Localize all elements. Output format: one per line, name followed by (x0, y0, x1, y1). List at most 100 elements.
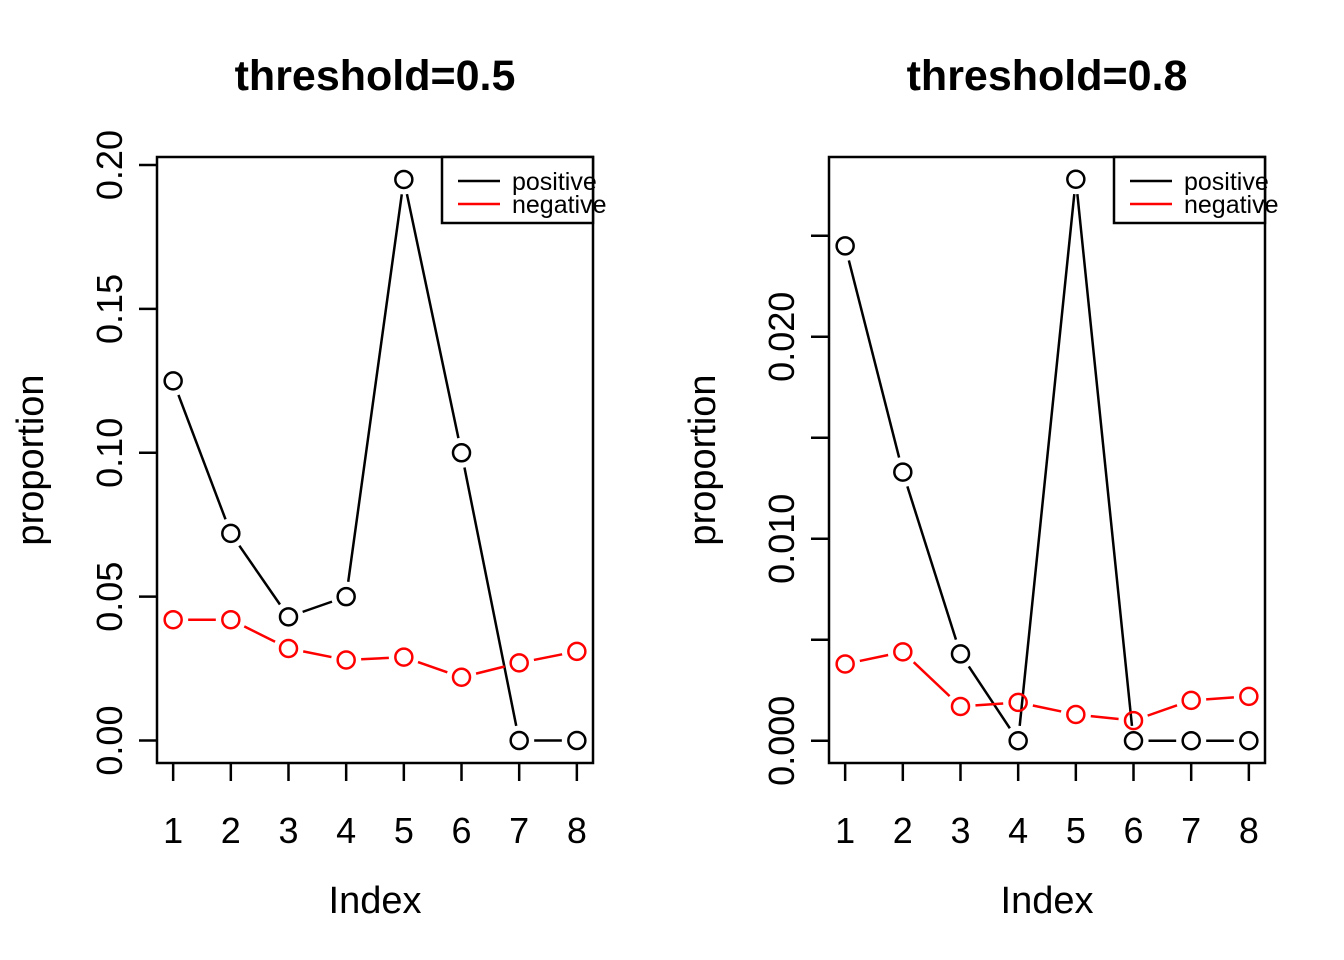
x-tick-label: 6 (451, 810, 471, 851)
line-segment (346, 194, 404, 582)
data-point-marker (893, 642, 913, 662)
y-axis-label: proportion (10, 374, 52, 545)
y-tick-label: 0.020 (761, 292, 802, 382)
legend-entry-label: negative (512, 191, 607, 219)
data-point-marker (394, 169, 414, 190)
data-point-marker (509, 730, 529, 751)
x-tick-label: 4 (336, 810, 356, 851)
plot-box (155, 155, 595, 765)
line-segment (533, 653, 563, 662)
line-segment (302, 650, 332, 659)
line-segment (243, 625, 276, 643)
x-axis-label: Index (329, 880, 422, 922)
x-tick-label: 6 (1123, 810, 1143, 851)
line-segment (912, 661, 951, 698)
line-segment (906, 486, 958, 641)
line-segment (1076, 194, 1134, 726)
x-tick-label: 7 (1181, 810, 1201, 851)
series-negative (163, 609, 587, 688)
line-segment (1206, 696, 1234, 701)
chart-panel-threshold-05: 1 2 3 4 5 6 7 8 0.00 0.05 0.10 0.15 0.20 proportion In… (10, 52, 607, 922)
data-point-marker (451, 667, 472, 688)
y-tick-label: 0.15 (89, 274, 130, 344)
data-point-marker (336, 650, 356, 670)
data-point-marker (893, 462, 913, 482)
y-tick-label: 0.010 (761, 494, 802, 584)
x-tick-label: 1 (835, 810, 855, 851)
data-point-marker (163, 371, 183, 391)
legend-entry-label: positive (512, 168, 597, 196)
data-point-marker (567, 730, 587, 751)
data-point-marker (509, 653, 529, 673)
data-point-marker (1181, 731, 1201, 751)
data-point-marker (950, 644, 971, 664)
x-tick-label: 3 (950, 810, 970, 851)
data-point-marker (1239, 686, 1259, 707)
x-tick-label: 7 (509, 810, 529, 851)
y-tick-label: 0.000 (761, 696, 802, 786)
line-segment (859, 653, 889, 663)
data-point-marker (950, 696, 971, 717)
data-point-marker (278, 607, 299, 627)
line-segment (967, 665, 1011, 729)
x-tick-label: 4 (1008, 810, 1028, 851)
line-segment (463, 467, 518, 727)
line-segment (417, 660, 448, 674)
data-point-marker (163, 609, 183, 630)
plot-box (827, 155, 1267, 765)
data-point-marker (221, 523, 241, 544)
x-tick-label: 5 (394, 810, 414, 851)
data-point-marker (336, 586, 356, 607)
legend-box (440, 155, 595, 225)
x-tick-label: 1 (163, 810, 183, 851)
plot-title: threshold=0.5 (235, 52, 516, 100)
data-point-marker (1066, 704, 1086, 725)
chart-panel-threshold-08: 1 2 3 4 5 6 7 8 0.000 0.010 0.020 proportion Index th… (682, 52, 1279, 922)
line-segment (1032, 704, 1062, 713)
x-tick-label: 8 (1239, 810, 1259, 851)
x-tick-label: 3 (278, 810, 298, 851)
x-tick-label: 2 (221, 810, 241, 851)
data-point-marker (1008, 692, 1028, 713)
data-point-marker (1123, 731, 1144, 751)
y-tick-label: 0.05 (89, 562, 130, 632)
plot-title: threshold=0.8 (907, 52, 1188, 100)
y-axis-label: proportion (682, 374, 724, 545)
data-point-marker (1123, 710, 1144, 731)
line-segment (975, 702, 1004, 707)
line-segment (361, 656, 389, 661)
line-segment (1090, 714, 1119, 721)
data-point-marker (1066, 169, 1086, 189)
data-point-marker (1239, 731, 1259, 751)
y-tick-label: 0.10 (89, 418, 130, 488)
line-segment (475, 665, 505, 675)
y-tick-label: 0.20 (89, 130, 130, 200)
x-axis-label: Index (1001, 880, 1094, 922)
series-positive (835, 169, 1259, 751)
line-segment (177, 394, 227, 520)
data-point-marker (1181, 690, 1201, 711)
series-positive (163, 169, 587, 751)
legend-entry-label: positive (1184, 168, 1269, 196)
data-point-marker (1008, 731, 1028, 751)
y-tick-label: 0.00 (89, 706, 130, 776)
data-point-marker (567, 641, 587, 662)
line-segment (1018, 194, 1076, 726)
data-point-marker (221, 609, 241, 630)
x-tick-label: 2 (893, 810, 913, 851)
line-segment (302, 600, 333, 614)
line-segment (405, 193, 460, 439)
x-tick-label: 8 (567, 810, 587, 851)
data-point-marker (278, 638, 299, 659)
line-segment (238, 545, 281, 606)
data-point-marker (835, 654, 855, 674)
data-point-marker (835, 236, 855, 256)
data-point-marker (394, 647, 414, 667)
legend-box (1112, 155, 1267, 225)
x-tick-label: 5 (1066, 810, 1086, 851)
series-negative (835, 642, 1259, 731)
